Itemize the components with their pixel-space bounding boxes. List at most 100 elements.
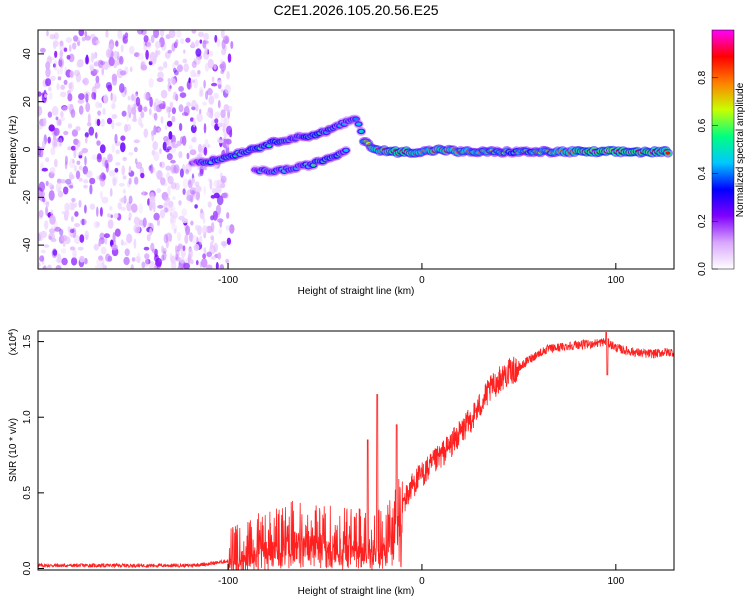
noise-speckle: [53, 63, 56, 68]
noise-speckle: [87, 113, 91, 124]
noise-speckle: [99, 232, 105, 240]
noise-speckle: [167, 49, 172, 54]
noise-speckle: [42, 197, 46, 203]
noise-speckle: [85, 136, 88, 144]
signal-track-core: [356, 122, 362, 126]
noise-speckle: [69, 174, 75, 180]
noise-speckle: [204, 47, 209, 55]
noise-speckle: [148, 60, 153, 66]
noise-speckle: [85, 170, 93, 178]
noise-speckle: [133, 216, 140, 225]
noise-speckle: [142, 190, 145, 196]
noise-speckle: [129, 45, 135, 55]
noise-speckle: [179, 168, 184, 178]
noise-speckle: [65, 178, 72, 185]
noise-speckle: [202, 225, 208, 235]
noise-speckle: [66, 54, 71, 60]
noise-speckle: [209, 179, 213, 190]
noise-speckle: [84, 230, 89, 240]
noise-speckle: [207, 201, 212, 208]
noise-speckle: [115, 40, 119, 47]
noise-speckle: [111, 175, 119, 184]
noise-speckle: [210, 194, 216, 199]
noise-speckle: [94, 265, 102, 269]
noise-speckle: [203, 186, 206, 195]
noise-speckle: [59, 40, 64, 47]
snr-line-layer: [38, 332, 674, 570]
noise-speckle: [113, 50, 119, 59]
noise-speckle: [128, 165, 132, 174]
noise-speckle: [227, 105, 233, 113]
noise-speckle: [203, 166, 207, 171]
noise-speckle: [127, 104, 131, 114]
spectrogram-panel: -100 0 100 -40 -20 0 20 40 Height of straight …: [8, 29, 675, 297]
noise-speckle: [135, 226, 141, 234]
noise-speckle: [59, 228, 64, 236]
noise-speckle: [109, 188, 113, 197]
noise-speckle: [228, 130, 232, 138]
noise-speckle: [218, 228, 223, 235]
noise-speckle: [105, 253, 111, 262]
noise-speckle: [186, 152, 190, 160]
noise-speckle: [45, 61, 51, 70]
noise-speckle: [174, 60, 179, 66]
noise-speckle: [153, 125, 157, 136]
noise-speckle: [177, 264, 184, 269]
noise-speckle: [188, 178, 192, 185]
noise-speckle: [102, 174, 107, 180]
noise-speckle: [119, 83, 125, 93]
noise-speckle: [138, 104, 143, 113]
noise-speckle: [68, 82, 73, 90]
secondary-track-core: [343, 148, 349, 152]
noise-speckle: [217, 218, 224, 223]
noise-speckle: [185, 225, 191, 236]
spectrogram-y-tick-label: -20: [22, 190, 33, 205]
snr-x-tick-label: 0: [419, 576, 425, 587]
noise-speckle: [98, 240, 101, 247]
noise-speckle: [70, 232, 73, 238]
noise-speckle: [73, 35, 79, 42]
noise-speckle: [206, 111, 210, 117]
noise-speckle: [97, 110, 101, 116]
noise-speckle: [80, 218, 87, 226]
noise-speckle: [148, 78, 154, 88]
noise-speckle: [50, 75, 56, 82]
spectrogram-x-tick-label: 0: [419, 275, 425, 286]
noise-speckle: [79, 234, 85, 243]
noise-speckle: [172, 62, 176, 71]
noise-speckle: [105, 30, 109, 38]
noise-speckle: [215, 185, 222, 194]
noise-speckle: [156, 188, 162, 194]
noise-speckle: [96, 258, 102, 266]
noise-speckle: [229, 224, 235, 234]
noise-speckle: [223, 133, 228, 137]
noise-speckle: [49, 228, 56, 234]
noise-speckle: [122, 156, 127, 162]
noise-speckle: [166, 153, 173, 161]
noise-speckle: [163, 135, 169, 142]
noise-speckle: [149, 195, 156, 206]
noise-speckle: [45, 180, 49, 187]
noise-speckle: [110, 214, 113, 219]
noise-speckle: [92, 39, 95, 45]
noise-speckle: [211, 82, 218, 87]
noise-speckle: [191, 177, 195, 185]
noise-speckle: [180, 249, 186, 258]
noise-speckle: [197, 225, 202, 236]
snr-y-ticks: 0.0 0.5 1.0 1.5: [22, 334, 44, 575]
noise-speckle: [100, 246, 107, 255]
noise-speckle: [143, 106, 148, 112]
noise-speckle: [158, 103, 166, 110]
noise-speckle: [141, 261, 146, 269]
noise-speckle: [197, 31, 204, 38]
noise-speckle: [96, 118, 101, 127]
noise-speckle: [89, 203, 96, 210]
noise-speckle: [84, 204, 87, 214]
noise-speckle: [81, 218, 85, 226]
snr-multiplier-exponent: 4: [8, 332, 15, 336]
noise-speckle: [153, 101, 157, 112]
noise-speckle: [53, 127, 60, 136]
noise-speckle: [190, 79, 196, 83]
noise-speckle: [188, 248, 194, 259]
noise-speckle: [91, 154, 98, 160]
